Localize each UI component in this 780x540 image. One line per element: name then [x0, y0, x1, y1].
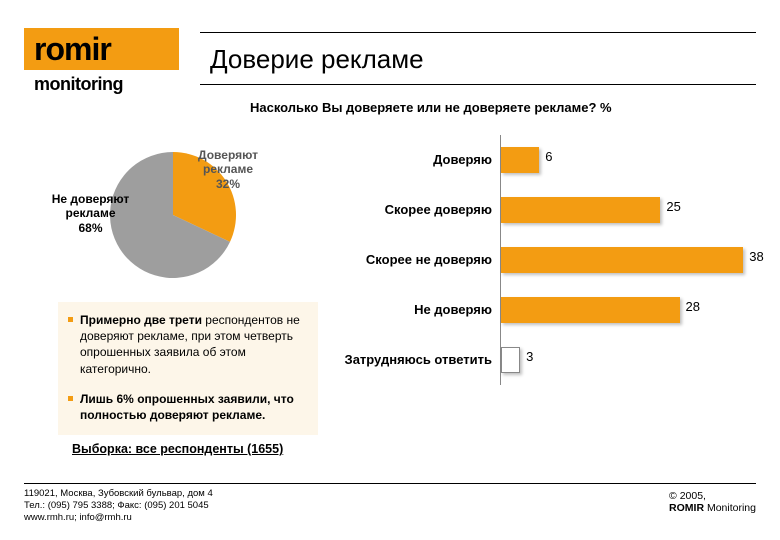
- bar-fill: [501, 347, 520, 373]
- rule-top: [200, 32, 756, 33]
- bar-value: 25: [666, 199, 680, 214]
- bar-label: Доверяю: [330, 153, 500, 168]
- bullet-box: Примерно две трети респондентов не довер…: [58, 302, 318, 435]
- bar-row: Скорее не доверяю38: [330, 235, 756, 285]
- bar-track: 3: [500, 335, 756, 385]
- footer-phone: Тел.: (095) 795 3388; Факс: (095) 201 50…: [24, 500, 213, 512]
- pie-label-notrust-pct: 68%: [78, 221, 102, 235]
- bar-fill: [501, 297, 680, 323]
- logo-block: romir monitoring: [24, 28, 179, 98]
- sample-note: Выборка: все респонденты (1655): [72, 442, 283, 456]
- pie-label-trust: Доверяют рекламе 32%: [183, 148, 273, 191]
- footer-brand: ROMIR: [669, 502, 704, 514]
- bar-track: 38: [500, 235, 756, 285]
- bar-track: 25: [500, 185, 756, 235]
- subtitle: Насколько Вы доверяете или не доверяете …: [250, 100, 612, 115]
- bar-label: Не доверяю: [330, 303, 500, 318]
- logo-text-bottom: monitoring: [34, 74, 123, 95]
- footer-right: © 2005, ROMIR Monitoring: [669, 490, 756, 514]
- bar-value: 38: [749, 249, 763, 264]
- bar-fill: [501, 247, 743, 273]
- bar-chart: Доверяю 6 Скорее доверяю 25 Скорее не доверя…: [330, 135, 756, 385]
- footer-address: 119021, Москва, Зубовский бульвар, дом 4: [24, 488, 213, 500]
- rule-mid: [200, 84, 756, 85]
- pie-label-notrust: Не доверяют рекламе 68%: [48, 192, 133, 235]
- bar-value: 28: [686, 299, 700, 314]
- bar-label: Скорее доверяю: [330, 203, 500, 218]
- logo-bottom: monitoring: [24, 70, 179, 98]
- logo-top: romir: [24, 28, 179, 70]
- bar-track: 28: [500, 285, 756, 335]
- pie-label-trust-pct: 32%: [216, 177, 240, 191]
- bar-value: 3: [526, 349, 533, 364]
- footer-web: www.rmh.ru; info@rmh.ru: [24, 512, 213, 524]
- bar-fill: [501, 197, 660, 223]
- footer-left: 119021, Москва, Зубовский бульвар, дом 4…: [24, 488, 213, 524]
- rule-bottom: [24, 483, 756, 484]
- footer-year: © 2005,: [669, 490, 706, 502]
- bar-track: 6: [500, 135, 756, 185]
- footer-brand2: Monitoring: [704, 502, 756, 514]
- bar-label: Скорее не доверяю: [330, 253, 500, 268]
- bullet-item: Примерно две трети респондентов не довер…: [80, 312, 306, 377]
- bar-row: Не доверяю 28: [330, 285, 756, 335]
- pie-label-trust-text: Доверяют рекламе: [198, 148, 258, 176]
- bar-row: Доверяю 6: [330, 135, 756, 185]
- pie-chart: Доверяют рекламе 32% Не доверяют рекламе…: [68, 140, 278, 290]
- bar-value: 6: [545, 149, 552, 164]
- bar-row: Скорее доверяю 25: [330, 185, 756, 235]
- bar-row: Затрудняюсь ответить 3: [330, 335, 756, 385]
- bar-fill: [501, 147, 539, 173]
- bar-label: Затрудняюсь ответить: [330, 353, 500, 368]
- bullet-item: Лишь 6% опрошенных заявили, что полность…: [80, 391, 306, 423]
- logo-text-top: romir: [34, 31, 111, 68]
- page-title: Доверие рекламе: [210, 44, 424, 75]
- pie-label-notrust-text: Не доверяют рекламе: [52, 192, 130, 220]
